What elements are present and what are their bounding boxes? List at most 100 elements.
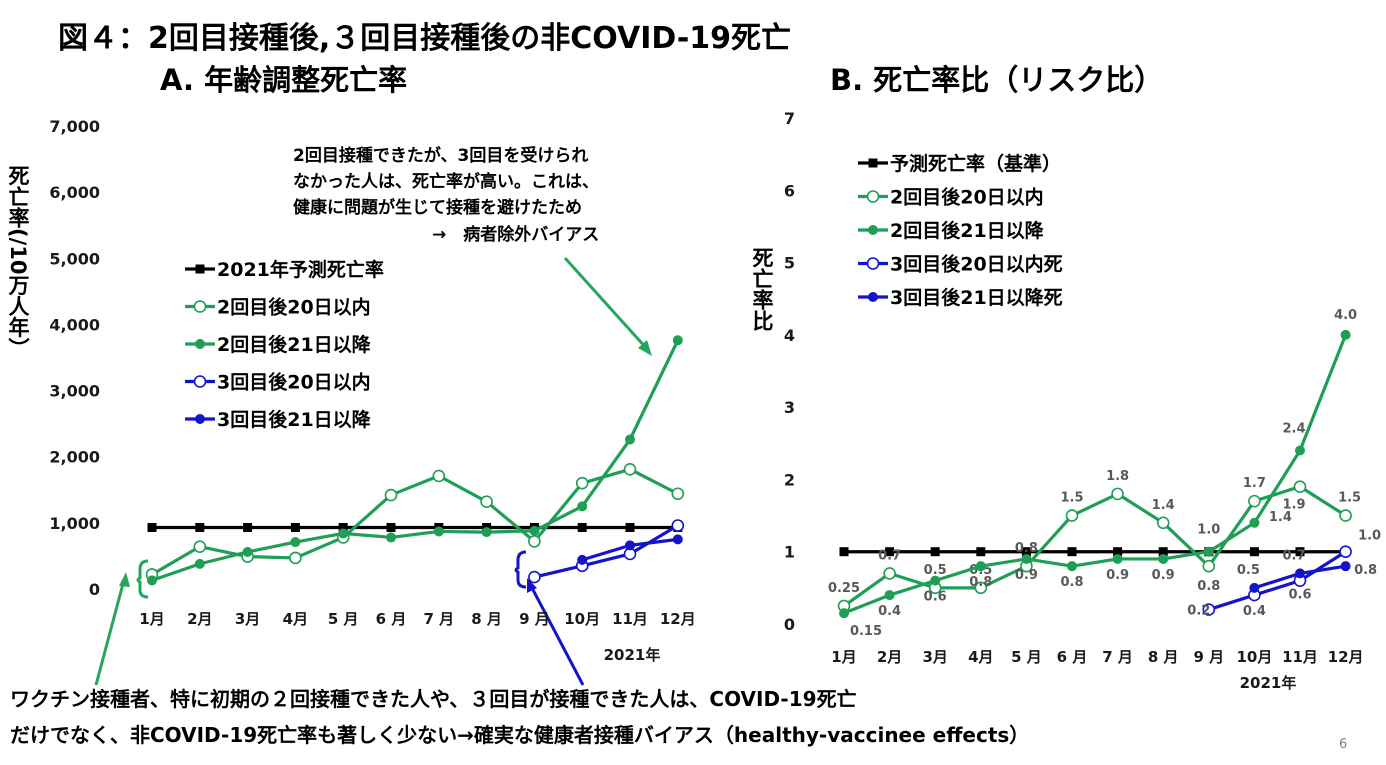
chart-a-point [242,546,253,557]
chart-b-legend-label: 3回目後21日以降死 [890,286,1063,309]
chart-b-data-label: 0.8 [1354,563,1377,578]
chart-b-xtick-label: 4月 [968,648,993,666]
chart-b-point [1113,547,1123,557]
arrow-to-january-green [94,579,126,686]
chart-b-point [884,590,895,601]
chart-b-point [1248,494,1261,508]
chart-b-point [839,608,849,619]
chart-b-xtick-label: 5 月 [1011,648,1042,666]
chart-a-point [577,522,587,532]
chart-b-data-label: 1.9 [1282,498,1305,513]
chart-a-point [195,522,205,532]
chart-b-data-label: 1.4 [1269,510,1292,525]
chart-b-point [1295,445,1305,456]
chart-b-point [1249,547,1259,557]
chart-b-xtick-label: 9 月 [1193,648,1224,666]
chart-a-point [625,434,635,445]
chart-b-ylabel: 死亡率比 [750,247,774,332]
chart-b-legend-marker [866,257,880,270]
chart-b-point [1203,546,1214,557]
chart-a-point [528,570,541,584]
chart-a-xtick-label: 8 月 [471,610,502,628]
chart-a-legend-marker [195,414,205,424]
chart-b-data-label: 1.0 [1358,529,1381,544]
chart-b-ytick-label: 1 [784,543,795,562]
chart-b-xtick-label: 11月 [1282,648,1318,666]
chart-a-point [575,476,589,490]
chart-a-point [147,522,157,532]
chart-b-data-label: 1.4 [1152,498,1175,513]
chart-b-data-label: 0.6 [1288,588,1311,603]
chart-b-ytick-label: 2 [784,470,795,489]
chart-a-point [625,522,635,532]
chart-b-legend-label: 2回目後21日以降 [890,219,1045,242]
chart-b-point [839,547,849,557]
chart-b-series-line-2 [843,334,1348,615]
chart-b-point [1295,547,1305,557]
chart-a-legend-marker [195,264,205,274]
chart-a-ytick-label: 2,000 [49,448,100,467]
chart-b-point [1021,553,1032,564]
chart-a-annotation: 2回目接種できたが、3回目を受けられ なかった人は、死亡率が高い。これは、 健康… [293,145,599,245]
bracket-blue [514,550,527,589]
chart-a-ytick-label: 3,000 [49,382,100,401]
chart-b-xtick-label: 8 月 [1148,648,1179,666]
chart-a-xtick-label: 9 月 [519,610,550,628]
chart-b-year-label: 2021年 [1240,674,1297,692]
chart-a-ytick-label: 4,000 [49,315,100,334]
chart-b-point [1202,559,1216,573]
chart-a-point [625,540,635,551]
chart-b-xtick-label: 3月 [922,648,947,666]
chart-b-data-label: 0.4 [1243,604,1266,619]
chart-a-point [290,537,301,548]
chart-a-point [193,540,207,553]
chart-a-point [623,462,637,476]
chart-a-point [194,558,205,569]
chart-b-data-label: 0.15 [850,624,882,639]
chart-b-data-label: 0.4 [878,604,901,619]
annotation-line-2: なかった人は、死亡率が高い。これは、 [293,171,599,192]
chart-b-legend-label: 3回目後20日以内死 [890,253,1063,276]
chart-b-point [1021,547,1031,557]
chart-a-legend-label: 2回目後21日以降 [217,333,372,356]
chart-a-point [577,554,588,565]
chart-b-data-label: 0.5 [1237,563,1260,578]
chart-a-xtick-label: 3月 [235,610,260,628]
chart-a-point [481,527,492,538]
chart-a-ytick-label: 5,000 [49,249,100,268]
chart-b-xtick-label: 1月 [831,648,856,666]
chart-a-point [433,526,444,537]
chart-b-series-line-1 [843,485,1347,608]
chart-a-legend-label: 3回目後21日以降 [217,408,372,431]
chart-b-point [1340,329,1351,340]
chart-b-point [1065,509,1079,522]
annotation-line-4: → 病者除外バイアス [432,224,599,245]
chart-a-point [290,522,300,532]
chart-b-point [976,547,986,557]
chart-a-point [577,501,588,512]
chart-b-data-label: 1.5 [1338,491,1361,506]
chart-a-xtick-label: 4月 [283,610,308,628]
chart-a-point [243,522,253,532]
chart-b-data-label: 0.5 [924,563,947,578]
chart-a-year-label: 2021年 [604,646,661,664]
arrowhead-green-top [638,340,652,356]
chart-b-data-label: 0.7 [1282,548,1305,563]
chart-b-data-label: 0.8 [1015,541,1038,556]
chart-b-point [883,567,896,580]
chart-a-legend-marker [195,339,205,349]
chart-b-data-label: 0.6 [924,590,947,605]
chart-a-title: A. 年齢調整死亡率 [160,63,407,97]
chart-b-point [974,581,988,595]
footer-line-2: だけでなく、非COVID-19死亡率も著しく少ない→確実な健康者接種バイアス（h… [10,723,1029,747]
chart-a-legend-label: 2021年予測死亡率 [217,258,384,281]
chart-b-point [1158,547,1168,557]
chart-b-data-label: 0.9 [1152,568,1175,583]
chart-a-plot: 0 1,000 2,000 3,000 4,000 5,000 6,000 7,000 1月 2月… [49,117,695,664]
annotation-line-1: 2回目接種できたが、3回目を受けられ [293,145,588,166]
chart-a-point [386,522,396,532]
chart-a-ytick-label: 0 [89,580,100,599]
chart-b-point [1158,553,1169,564]
chart-b-point [1112,553,1123,564]
